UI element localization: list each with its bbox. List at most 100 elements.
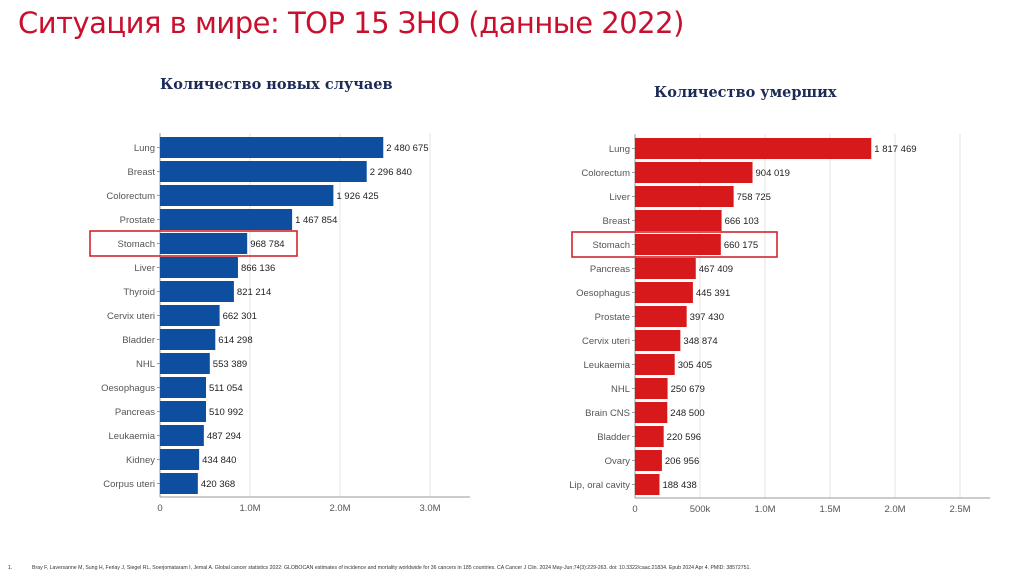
bar-cervix-uteri (160, 305, 220, 326)
category-label: Prostate (595, 312, 630, 323)
value-label: 467 409 (699, 264, 733, 275)
value-label: 397 430 (690, 312, 724, 323)
bar-nhl (160, 353, 210, 374)
category-label: Colorectum (106, 191, 155, 202)
value-label: 660 175 (724, 240, 758, 251)
x-tick-label: 0 (157, 503, 162, 514)
value-label: 553 389 (213, 359, 247, 370)
bar-cervix-uteri (635, 330, 681, 351)
chart-title-new-cases: Количество новых случаев (160, 76, 393, 93)
category-label: Leukaemia (109, 431, 156, 442)
bar-prostate (160, 209, 293, 230)
value-label: 434 840 (202, 455, 236, 466)
value-label: 666 103 (725, 216, 759, 227)
x-tick-label: 1.0M (239, 503, 260, 514)
category-label: Cervix uteri (582, 336, 630, 347)
value-label: 220 596 (667, 432, 701, 443)
x-tick-label: 500k (690, 504, 711, 515)
bar-colorectum (160, 185, 334, 206)
value-label: 487 294 (207, 431, 241, 442)
value-label: 1 467 854 (295, 215, 337, 226)
x-tick-label: 0 (632, 504, 637, 515)
highlight-box (571, 231, 778, 258)
category-label: Breast (128, 167, 156, 178)
bar-oesophagus (160, 377, 206, 398)
bar-breast (635, 210, 722, 231)
category-label: NHL (136, 359, 155, 370)
bar-pancreas (160, 401, 206, 422)
bar-leukaemia (635, 354, 675, 375)
category-label: Stomach (593, 240, 631, 251)
bar-nhl (635, 378, 668, 399)
value-label: 866 136 (241, 263, 275, 274)
value-label: 511 054 (209, 383, 243, 394)
category-label: Pancreas (115, 407, 155, 418)
x-tick-label: 2.5M (949, 504, 970, 515)
category-label: Oesophagus (576, 288, 630, 299)
category-label: Cervix uteri (107, 311, 155, 322)
value-label: 662 301 (223, 311, 257, 322)
category-label: Pancreas (590, 264, 630, 275)
bar-lung (160, 137, 384, 158)
bar-liver (160, 257, 238, 278)
x-tick-label: 3.0M (419, 503, 440, 514)
value-label: 758 725 (737, 192, 771, 203)
value-label: 968 784 (250, 239, 284, 250)
bar-stomach (160, 233, 248, 254)
category-label: Bladder (597, 432, 630, 443)
category-label: Prostate (120, 215, 155, 226)
x-tick-label: 2.0M (329, 503, 350, 514)
value-label: 420 368 (201, 479, 235, 490)
value-label: 904 019 (756, 168, 790, 179)
bar-liver (635, 186, 734, 207)
highlight-box (89, 230, 298, 257)
x-tick-label: 1.5M (819, 504, 840, 515)
category-label: Thyroid (123, 287, 155, 298)
bar-corpus-uteri (160, 473, 198, 494)
bar-leukaemia (160, 425, 204, 446)
category-label: NHL (611, 384, 630, 395)
bar-ovary (635, 450, 662, 471)
x-tick-label: 2.0M (884, 504, 905, 515)
category-label: Lung (134, 143, 155, 154)
category-label: Leukaemia (584, 360, 631, 371)
value-label: 348 874 (683, 336, 717, 347)
value-label: 2 480 675 (386, 143, 428, 154)
value-label: 206 956 (665, 456, 699, 467)
value-label: 248 500 (670, 408, 704, 419)
value-label: 188 438 (662, 480, 696, 491)
value-label: 1 926 425 (336, 191, 378, 202)
value-label: 510 992 (209, 407, 243, 418)
category-label: Lip, oral cavity (569, 480, 630, 491)
slide-title: Ситуация в мире: TOP 15 ЗНО (данные 2022… (18, 6, 684, 40)
category-label: Liver (609, 192, 630, 203)
bar-bladder (160, 329, 216, 350)
value-label: 305 405 (678, 360, 712, 371)
category-label: Breast (603, 216, 631, 227)
category-label: Ovary (605, 456, 631, 467)
value-label: 250 679 (671, 384, 705, 395)
value-label: 614 298 (218, 335, 252, 346)
footnote: 1. Bray F, Laversanne M, Sung H, Ferlay J… (8, 565, 751, 571)
bar-stomach (635, 234, 721, 255)
category-label: Brain CNS (585, 408, 630, 419)
bar-colorectum (635, 162, 753, 183)
bar-oesophagus (635, 282, 693, 303)
value-label: 445 391 (696, 288, 730, 299)
bar-breast (160, 161, 367, 182)
value-label: 821 214 (237, 287, 271, 298)
category-label: Stomach (118, 239, 156, 250)
value-label: 2 296 840 (370, 167, 412, 178)
category-label: Lung (609, 144, 630, 155)
category-label: Colorectum (581, 168, 630, 179)
bar-prostate (635, 306, 687, 327)
chart-title-deaths: Количество умерших (654, 84, 837, 101)
category-label: Corpus uteri (103, 479, 155, 490)
bar-brain-cns (635, 402, 668, 423)
footnote-number: 1. (8, 565, 13, 571)
category-label: Kidney (126, 455, 155, 466)
bar-lip-oral-cavity (635, 474, 660, 495)
value-label: 1 817 469 (874, 144, 916, 155)
bar-lung (635, 138, 872, 159)
